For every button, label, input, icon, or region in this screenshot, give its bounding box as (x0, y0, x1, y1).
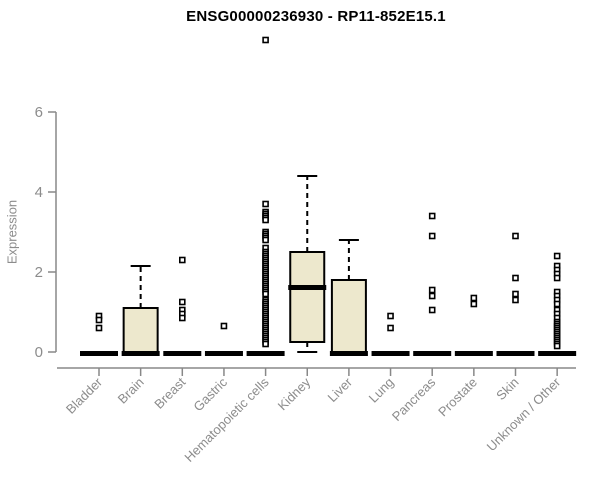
x-tick-label: Bladder (63, 374, 106, 417)
outlier-point (428, 212, 436, 220)
outlier-point (179, 298, 186, 306)
box-kidney (289, 251, 326, 343)
box-liver (330, 279, 367, 353)
outlier-point (262, 36, 269, 44)
outlier-point (387, 324, 394, 332)
outlier-point (512, 232, 519, 240)
outlier-point (470, 300, 478, 308)
outlier-point (553, 300, 561, 308)
outlier-point (428, 306, 436, 314)
outlier-point (428, 286, 436, 294)
outlier-point (179, 256, 186, 264)
x-tick-label: Unknown / Other (484, 374, 564, 454)
x-tick-label: Brain (115, 375, 147, 407)
x-tick-label: Lung (366, 375, 397, 406)
y-tick-label: 0 (35, 344, 43, 361)
outlier-point (553, 274, 561, 282)
outlier-point (262, 290, 269, 298)
outlier-point (262, 200, 269, 208)
outlier-point (470, 294, 478, 302)
outlier-point (512, 296, 519, 304)
outlier-point (512, 274, 519, 282)
outlier-point (262, 340, 269, 348)
outlier-point (179, 314, 186, 322)
outlier-point (553, 252, 561, 260)
outlier-point (95, 324, 103, 332)
x-tick-label: Kidney (275, 374, 314, 413)
outlier-point (262, 236, 269, 244)
outlier-point (95, 316, 103, 324)
outlier-point (220, 322, 228, 330)
x-tick-label: Liver (324, 374, 355, 405)
outlier-point (553, 342, 561, 350)
y-tick-label: 4 (35, 184, 43, 201)
x-tick-label: Gastric (190, 374, 230, 414)
outlier-point (512, 290, 519, 298)
outlier-point (262, 216, 269, 224)
y-tick-label: 6 (35, 104, 43, 121)
chart-title: ENSG00000236930 - RP11-852E15.1 (186, 8, 446, 25)
box-brain (122, 307, 159, 353)
x-tick-label: Breast (151, 374, 188, 411)
outlier-point (428, 292, 436, 300)
x-tick-label: Pancreas (389, 374, 439, 424)
x-tick-label: Skin (493, 375, 521, 403)
x-tick-label: Prostate (435, 375, 480, 420)
outlier-point (387, 312, 394, 320)
outlier-point (428, 232, 436, 240)
y-tick-label: 2 (35, 264, 43, 281)
